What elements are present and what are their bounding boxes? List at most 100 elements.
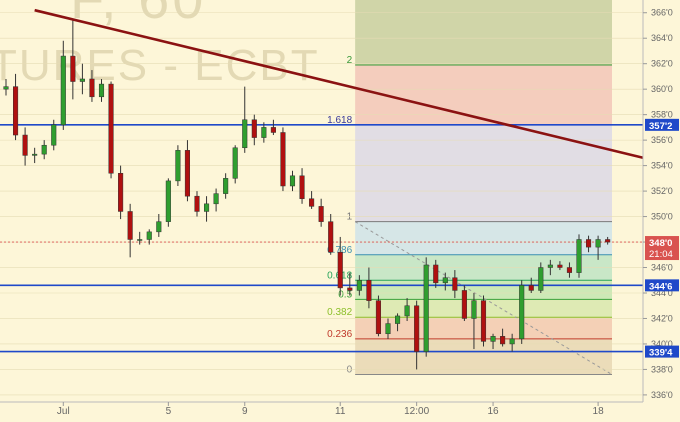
candle-bull — [213, 193, 219, 205]
grid — [0, 12, 643, 396]
candle-bull — [32, 153, 38, 156]
fib-zone — [355, 64, 612, 125]
candle-bull — [41, 144, 47, 155]
level-badge — [645, 279, 679, 292]
candle-bull — [156, 221, 162, 233]
candle-bear — [414, 305, 420, 352]
time-tick-label: 12:00 — [404, 406, 429, 417]
time-axis-bg — [0, 402, 680, 417]
candle-bull — [442, 277, 448, 284]
current-price-label: 348'0 — [649, 238, 672, 249]
candle-bull — [490, 336, 496, 342]
candle-bull — [204, 203, 210, 212]
time-tick-label: 9 — [242, 406, 248, 417]
candle-bear — [366, 280, 372, 301]
candle-bull — [595, 239, 601, 248]
horizontal-levels — [0, 124, 643, 353]
candle-bear — [270, 127, 276, 133]
candle-bear — [22, 134, 28, 156]
candle-bull — [165, 180, 171, 222]
price-tick-label: 362'0 — [651, 59, 673, 69]
price-axis: 366'0 364'0 362'0 360'0 358'0 356'0 354'0 352'0… — [642, 0, 680, 417]
fib-trend-dashed — [354, 221, 613, 375]
price-tick-label: 354'0 — [651, 161, 673, 171]
candle-bull — [175, 150, 181, 182]
candle-bear — [127, 211, 133, 240]
candle-bear — [251, 119, 257, 138]
time-tick-label: 5 — [166, 406, 172, 417]
price-tick-label: 336'0 — [651, 390, 673, 400]
candle-bull — [146, 231, 152, 240]
candle-bear — [108, 83, 114, 174]
fib-level-label: 0 — [347, 365, 353, 376]
candle-bull — [395, 315, 401, 324]
candle-bull — [471, 300, 477, 319]
candle-bear — [347, 287, 353, 291]
fib-zone — [355, 221, 612, 255]
price-tick-label: 340'0 — [651, 339, 673, 349]
candle-bull — [79, 78, 85, 82]
fib-zone — [355, 0, 612, 65]
candle-bear — [118, 172, 124, 212]
level-badge — [645, 345, 679, 358]
watermark-line1: F, 60 — [70, 0, 206, 30]
candle-bull — [538, 267, 544, 291]
watermark-line2: TURES - ECBT — [0, 41, 320, 90]
fib-level-label: 2 — [347, 55, 353, 66]
candle-bear — [318, 206, 324, 222]
fib-zone — [355, 124, 612, 222]
candle-bull — [3, 86, 9, 90]
candle-bull — [404, 305, 410, 317]
candle-bull — [51, 124, 57, 146]
candle-bear — [184, 150, 190, 197]
candle-bear — [337, 251, 343, 289]
candle-bear — [557, 264, 563, 268]
candle-bear — [528, 285, 534, 291]
fib-level-label: 0.5 — [338, 289, 352, 300]
candle-bear — [605, 239, 611, 243]
candle-bear — [586, 239, 592, 248]
level-badge-label: 339'4 — [649, 348, 673, 359]
candlesticks — [3, 19, 611, 370]
candle-bull — [519, 285, 525, 340]
candle-bear — [433, 264, 439, 284]
candle-bull — [356, 280, 362, 291]
time-tick-label: 11 — [335, 406, 346, 417]
current-price-badge — [645, 236, 679, 261]
candle-bull — [547, 264, 553, 268]
time-tick-label: 16 — [487, 406, 499, 417]
price-tick-label: 366'0 — [651, 8, 673, 18]
price-tick-label: 338'0 — [651, 364, 673, 374]
candle-bull — [261, 127, 267, 138]
candle-bear — [299, 175, 305, 199]
candle-bull — [576, 239, 582, 273]
candle-bear — [461, 290, 467, 319]
fib-level-label: 0.236 — [327, 329, 352, 340]
candle-bull — [60, 55, 66, 126]
candle-bear — [194, 195, 200, 212]
level-badge — [645, 118, 679, 131]
time-tick-label: Jul — [57, 406, 70, 417]
time-tick-label: 18 — [593, 406, 605, 417]
candle-bear — [70, 55, 76, 82]
price-tick-label: 364'0 — [651, 33, 673, 43]
candle-bear — [480, 300, 487, 342]
candle-bull — [509, 338, 515, 345]
candle-bull — [385, 323, 391, 335]
price-tick-label: 342'0 — [651, 313, 673, 323]
price-tick-label: 358'0 — [651, 110, 673, 120]
candle-bear — [280, 132, 286, 187]
bar-countdown-label: 21:04 — [649, 249, 673, 260]
time-axis: Jul 5 9 11 12:00 16 18 — [0, 401, 680, 417]
candle-bull — [423, 264, 429, 352]
candle-bear — [500, 336, 506, 345]
candle-bear — [375, 300, 381, 335]
price-tick-label: 346'0 — [651, 263, 673, 273]
fib-level-label: 1.618 — [327, 115, 352, 126]
candle-bear — [89, 78, 95, 98]
candle-bull — [289, 175, 296, 187]
price-tick-label: 344'0 — [651, 288, 673, 298]
